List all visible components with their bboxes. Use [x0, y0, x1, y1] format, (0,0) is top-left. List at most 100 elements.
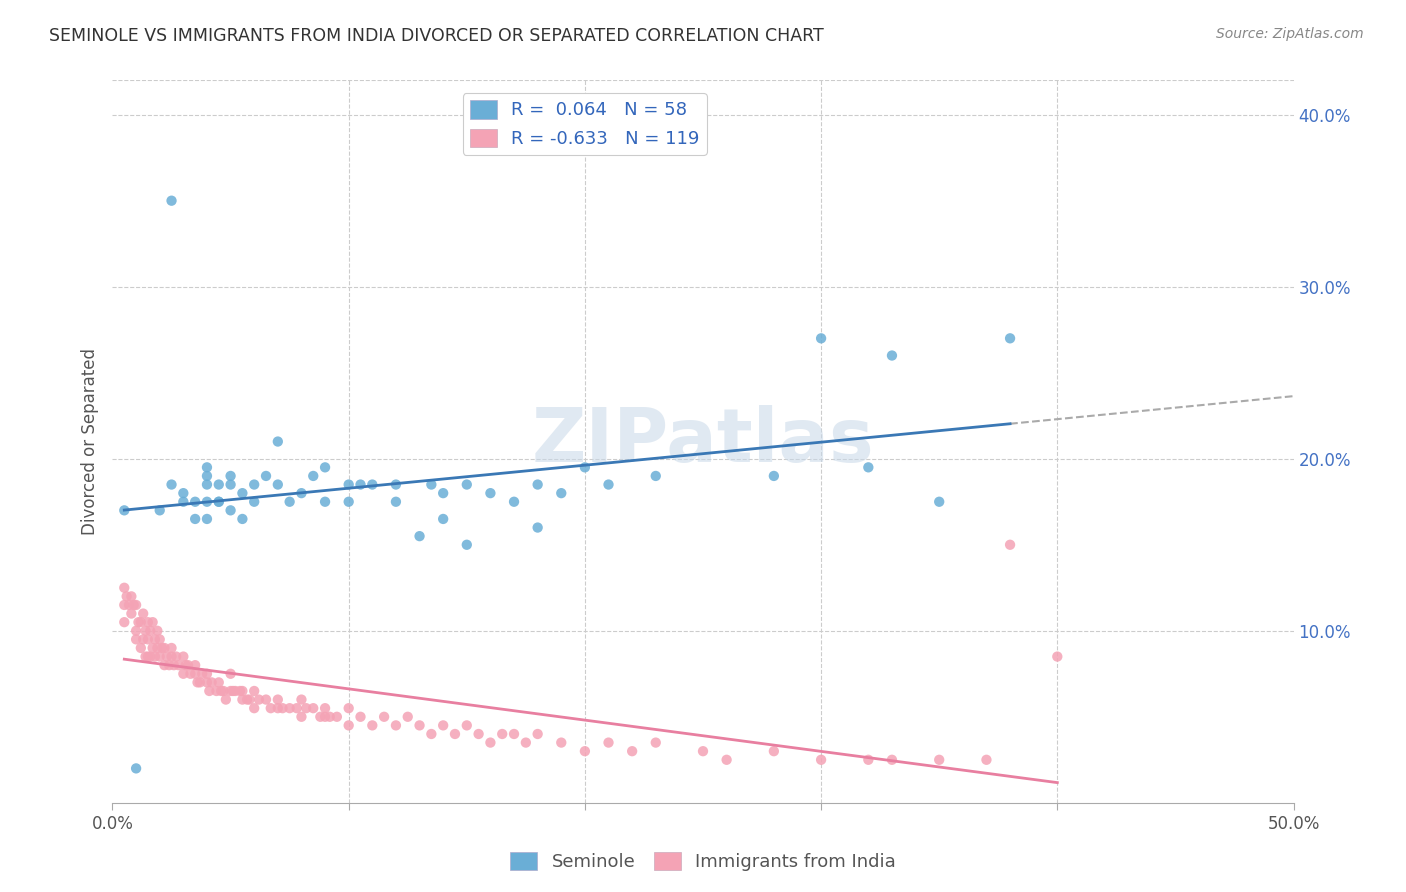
Point	[195, 666, 218, 681]
Point	[125, 598, 148, 612]
Point	[129, 640, 152, 655]
Point	[574, 744, 596, 758]
Point	[209, 684, 232, 698]
Point	[186, 675, 208, 690]
Point	[456, 538, 478, 552]
Point	[195, 675, 218, 690]
Point	[125, 761, 148, 775]
Point	[456, 477, 478, 491]
Point	[184, 658, 207, 673]
Point	[195, 460, 218, 475]
Point	[267, 701, 290, 715]
Point	[309, 710, 332, 724]
Point	[810, 753, 832, 767]
Point	[314, 701, 336, 715]
Text: Source: ZipAtlas.com: Source: ZipAtlas.com	[1216, 27, 1364, 41]
Point	[385, 718, 408, 732]
Point	[172, 649, 194, 664]
Point	[157, 658, 180, 673]
Point	[267, 477, 290, 491]
Point	[219, 666, 242, 681]
Point	[243, 701, 266, 715]
Point	[127, 615, 149, 630]
Point	[254, 469, 277, 483]
Point	[337, 701, 360, 715]
Point	[526, 520, 548, 534]
Point	[503, 494, 526, 508]
Point	[172, 494, 194, 508]
Point	[928, 494, 950, 508]
Point	[337, 718, 360, 732]
Point	[167, 658, 190, 673]
Point	[142, 640, 165, 655]
Point	[120, 607, 142, 621]
Y-axis label: Divorced or Separated: Divorced or Separated	[80, 348, 98, 535]
Point	[208, 494, 231, 508]
Point	[598, 735, 620, 749]
Legend: Seminole, Immigrants from India: Seminole, Immigrants from India	[503, 845, 903, 879]
Point	[326, 710, 349, 724]
Point	[692, 744, 714, 758]
Point	[198, 684, 221, 698]
Point	[243, 684, 266, 698]
Point	[163, 658, 186, 673]
Point	[420, 477, 443, 491]
Point	[172, 486, 194, 500]
Point	[408, 718, 430, 732]
Point	[142, 615, 165, 630]
Point	[515, 735, 537, 749]
Point	[479, 735, 502, 749]
Point	[208, 477, 231, 491]
Point	[125, 624, 148, 638]
Point	[135, 649, 157, 664]
Point	[361, 718, 384, 732]
Point	[285, 701, 308, 715]
Point	[574, 460, 596, 475]
Point	[156, 649, 179, 664]
Point	[231, 684, 253, 698]
Point	[160, 649, 183, 664]
Point	[349, 710, 371, 724]
Point	[762, 469, 785, 483]
Point	[1046, 649, 1069, 664]
Point	[928, 753, 950, 767]
Point	[177, 658, 200, 673]
Point	[278, 701, 301, 715]
Point	[432, 718, 454, 732]
Point	[716, 753, 738, 767]
Point	[385, 494, 408, 508]
Point	[149, 503, 172, 517]
Point	[420, 727, 443, 741]
Point	[132, 607, 155, 621]
Point	[858, 460, 880, 475]
Point	[314, 494, 336, 508]
Point	[184, 494, 207, 508]
Point	[112, 598, 135, 612]
Point	[120, 590, 142, 604]
Point	[115, 590, 138, 604]
Point	[136, 632, 159, 647]
Point	[810, 331, 832, 345]
Point	[125, 632, 148, 647]
Point	[215, 692, 238, 706]
Point	[191, 666, 214, 681]
Point	[149, 649, 172, 664]
Point	[976, 753, 998, 767]
Point	[160, 640, 183, 655]
Point	[467, 727, 489, 741]
Point	[373, 710, 395, 724]
Point	[112, 615, 135, 630]
Point	[149, 632, 172, 647]
Point	[491, 727, 513, 741]
Point	[136, 649, 159, 664]
Point	[160, 477, 183, 491]
Point	[408, 529, 430, 543]
Point	[998, 538, 1021, 552]
Point	[526, 727, 548, 741]
Point	[432, 486, 454, 500]
Point	[503, 727, 526, 741]
Point	[132, 632, 155, 647]
Point	[174, 658, 197, 673]
Point	[290, 692, 312, 706]
Point	[195, 512, 218, 526]
